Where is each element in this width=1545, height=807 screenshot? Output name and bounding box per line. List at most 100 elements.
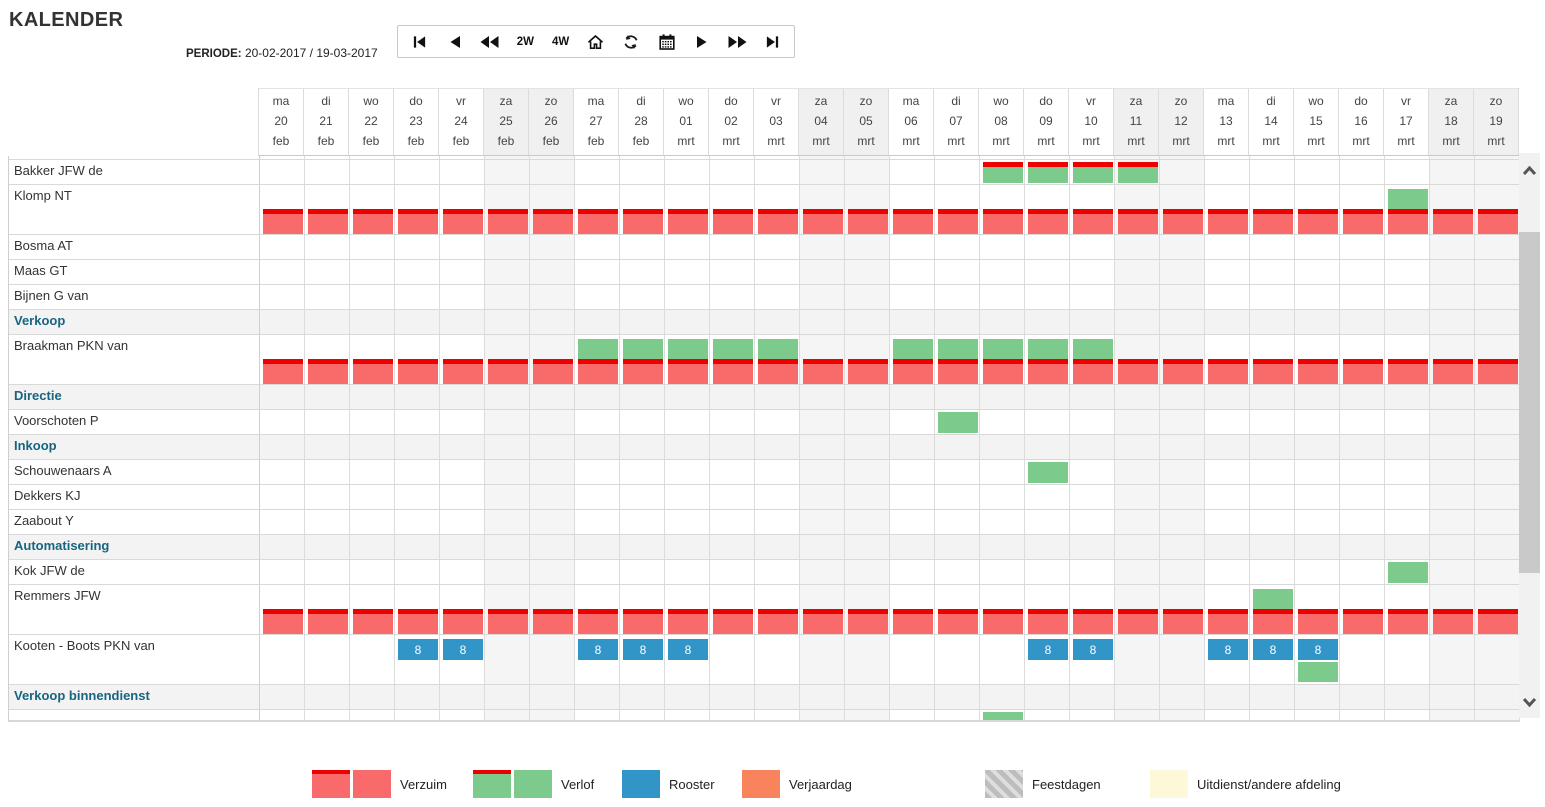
verlof-bar[interactable] xyxy=(983,339,1023,360)
day-cell[interactable] xyxy=(1475,385,1520,409)
day-cell[interactable] xyxy=(395,156,440,159)
day-cell[interactable] xyxy=(1115,710,1160,720)
day-cell[interactable] xyxy=(1295,235,1340,259)
day-cell[interactable] xyxy=(845,710,890,720)
day-cell[interactable] xyxy=(1340,710,1385,720)
day-cell[interactable] xyxy=(710,185,755,234)
day-cell[interactable] xyxy=(665,485,710,509)
verzuim-bar[interactable] xyxy=(263,209,303,234)
day-cell[interactable] xyxy=(575,235,620,259)
day-cell[interactable] xyxy=(440,585,485,634)
day-cell[interactable] xyxy=(710,260,755,284)
day-cell[interactable] xyxy=(620,260,665,284)
day-cell[interactable] xyxy=(260,635,305,684)
verzuim-bar[interactable] xyxy=(938,609,978,634)
day-cell[interactable] xyxy=(1340,485,1385,509)
day-cell[interactable] xyxy=(935,535,980,559)
day-cell[interactable] xyxy=(935,156,980,159)
verlof-bar[interactable] xyxy=(893,339,933,360)
verzuim-bar[interactable] xyxy=(623,209,663,234)
day-cell[interactable] xyxy=(1025,435,1070,459)
day-cell[interactable] xyxy=(575,310,620,334)
day-cell[interactable] xyxy=(890,585,935,634)
day-cell[interactable] xyxy=(935,410,980,434)
day-cell[interactable] xyxy=(710,156,755,159)
day-cell[interactable] xyxy=(1205,510,1250,534)
day-cell[interactable] xyxy=(575,510,620,534)
day-cell[interactable] xyxy=(305,510,350,534)
day-cell[interactable] xyxy=(1160,635,1205,684)
day-cell[interactable] xyxy=(620,410,665,434)
day-cell[interactable] xyxy=(1115,635,1160,684)
day-cell[interactable] xyxy=(395,485,440,509)
day-cell[interactable] xyxy=(1115,535,1160,559)
day-cell[interactable] xyxy=(935,160,980,184)
day-cell[interactable] xyxy=(395,710,440,720)
day-cell[interactable] xyxy=(665,435,710,459)
verlof-bar[interactable] xyxy=(1028,462,1068,483)
day-cell[interactable] xyxy=(350,585,395,634)
verzuim-bar[interactable] xyxy=(488,359,528,384)
day-cell[interactable] xyxy=(890,560,935,584)
day-cell[interactable] xyxy=(575,460,620,484)
day-cell[interactable] xyxy=(1250,535,1295,559)
day-cell[interactable] xyxy=(1070,335,1115,384)
day-cell[interactable] xyxy=(1250,160,1295,184)
day-cell[interactable] xyxy=(1430,460,1475,484)
day-cell[interactable] xyxy=(1025,685,1070,709)
day-cell[interactable] xyxy=(1430,285,1475,309)
day-cell[interactable] xyxy=(980,160,1025,184)
day-cell[interactable] xyxy=(1475,460,1520,484)
day-cell[interactable] xyxy=(620,485,665,509)
day-cell[interactable] xyxy=(485,460,530,484)
day-cell[interactable] xyxy=(485,235,530,259)
day-cell[interactable] xyxy=(935,235,980,259)
day-cell[interactable] xyxy=(890,260,935,284)
verzuim-bar[interactable] xyxy=(803,209,843,234)
day-cell[interactable] xyxy=(1430,485,1475,509)
day-cell[interactable] xyxy=(485,635,530,684)
day-cell[interactable] xyxy=(665,635,710,684)
day-cell[interactable] xyxy=(1295,185,1340,234)
verzuim-bar[interactable] xyxy=(983,609,1023,634)
verzuim-bar[interactable] xyxy=(668,359,708,384)
day-cell[interactable] xyxy=(665,710,710,720)
day-cell[interactable] xyxy=(350,710,395,720)
day-cell[interactable] xyxy=(980,485,1025,509)
day-cell[interactable] xyxy=(1385,385,1430,409)
scroll-down-button[interactable] xyxy=(1522,696,1537,708)
day-cell[interactable] xyxy=(890,185,935,234)
day-cell[interactable] xyxy=(980,435,1025,459)
day-cell[interactable] xyxy=(530,410,575,434)
day-cell[interactable] xyxy=(1295,510,1340,534)
day-cell[interactable] xyxy=(485,310,530,334)
day-cell[interactable] xyxy=(665,285,710,309)
day-cell[interactable] xyxy=(980,635,1025,684)
day-cell[interactable] xyxy=(440,410,485,434)
day-cell[interactable] xyxy=(575,535,620,559)
day-cell[interactable] xyxy=(1070,160,1115,184)
day-cell[interactable] xyxy=(1295,685,1340,709)
day-cell[interactable] xyxy=(350,535,395,559)
verzuim-bar[interactable] xyxy=(578,609,618,634)
verlof-bar[interactable] xyxy=(938,412,978,433)
verzuim-bar[interactable] xyxy=(1343,359,1383,384)
day-cell[interactable] xyxy=(1295,260,1340,284)
day-cell[interactable] xyxy=(350,435,395,459)
day-cell[interactable] xyxy=(575,485,620,509)
verzuim-bar[interactable] xyxy=(1433,359,1473,384)
day-cell[interactable] xyxy=(1340,685,1385,709)
day-cell[interactable] xyxy=(1340,160,1385,184)
day-cell[interactable] xyxy=(575,710,620,720)
day-cell[interactable] xyxy=(710,235,755,259)
verzuim-bar[interactable] xyxy=(398,609,438,634)
verzuim-bar[interactable] xyxy=(668,209,708,234)
day-cell[interactable] xyxy=(1025,410,1070,434)
verzuim-bar[interactable] xyxy=(713,609,753,634)
day-cell[interactable] xyxy=(665,560,710,584)
day-cell[interactable] xyxy=(1070,435,1115,459)
go-previous-button[interactable] xyxy=(441,29,469,55)
day-cell[interactable] xyxy=(800,260,845,284)
day-cell[interactable] xyxy=(1160,160,1205,184)
day-cell[interactable] xyxy=(395,235,440,259)
